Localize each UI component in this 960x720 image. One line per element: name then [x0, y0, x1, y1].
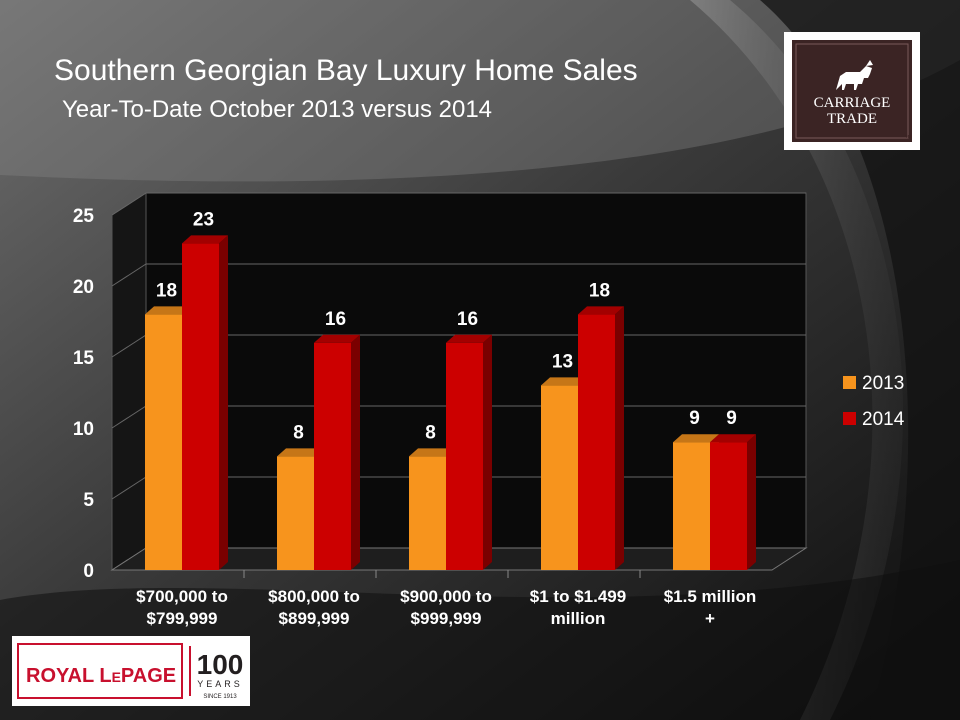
data-label: 18 [156, 280, 177, 301]
trade-text: TRADE [827, 111, 877, 127]
bar-2014-2 [446, 334, 492, 570]
y-tick-label: 10 [73, 419, 94, 440]
bar-2014-3 [578, 306, 624, 570]
carriage-trade-logo: CARRIAGE TRADE ™ [784, 32, 920, 150]
data-label: 23 [193, 209, 214, 230]
x-category-label: $1 to $1.499 million [530, 587, 626, 628]
data-label: 9 [726, 408, 737, 429]
data-label: 13 [552, 351, 573, 372]
bar-2014-0 [182, 235, 228, 570]
chart-side-wall [111, 192, 147, 571]
y-tick-label: 0 [83, 561, 94, 582]
chart-axes: 0 5 10 15 20 25 $700,000 to $799,999 $800,000 to… [73, 206, 756, 628]
data-label: 18 [589, 280, 610, 301]
svg-text:ROYAL LEPAGE: ROYAL LEPAGE [26, 665, 176, 687]
chart-data-labels: 18 23 8 16 8 16 13 18 9 9 [156, 209, 737, 443]
trademark-text: ™ [905, 135, 912, 142]
slide-subtitle: Year-To-Date October 2013 versus 2014 [62, 96, 493, 123]
x-category-label: $900,000 to $999,999 [400, 587, 492, 628]
data-label: 9 [689, 408, 700, 429]
royal-l-text: ROYAL L [26, 665, 112, 687]
legend-swatch-2013 [843, 376, 856, 389]
y-tick-label: 25 [73, 206, 95, 227]
gridline [111, 263, 806, 287]
bar-2014-1 [314, 334, 360, 570]
carriage-text: CARRIAGE [814, 95, 891, 111]
bar-2014-4 [710, 434, 756, 570]
data-label: 16 [457, 309, 478, 330]
horse-icon [836, 60, 873, 90]
legend-swatch-2014 [843, 412, 856, 425]
chart-bars [145, 235, 756, 570]
legend-label-2014: 2014 [862, 409, 905, 430]
royal-lepage-logo: ROYAL LEPAGE 100 YEARS SINCE 1913 [12, 636, 250, 706]
data-label: 8 [425, 422, 436, 443]
years-text: YEARS [197, 679, 243, 689]
slide-title: Southern Georgian Bay Luxury Home Sales [54, 54, 638, 87]
x-category-label: $1.5 million + [664, 587, 757, 628]
data-label: 16 [325, 309, 346, 330]
since-text: SINCE 1913 [203, 694, 237, 700]
data-label: 8 [293, 422, 304, 443]
lepage-text: PAGE [121, 665, 176, 687]
gridline [111, 192, 806, 216]
y-tick-label: 15 [73, 348, 95, 369]
legend-label-2013: 2013 [862, 373, 904, 394]
x-category-label: $800,000 to $899,999 [268, 587, 360, 628]
y-tick-label: 20 [73, 277, 94, 298]
lepage-e-text: E [112, 669, 121, 685]
y-tick-label: 5 [83, 490, 94, 511]
chart-legend: 2013 2014 [843, 373, 905, 430]
hundred-text: 100 [197, 649, 244, 680]
x-category-label: $700,000 to $799,999 [136, 587, 228, 628]
